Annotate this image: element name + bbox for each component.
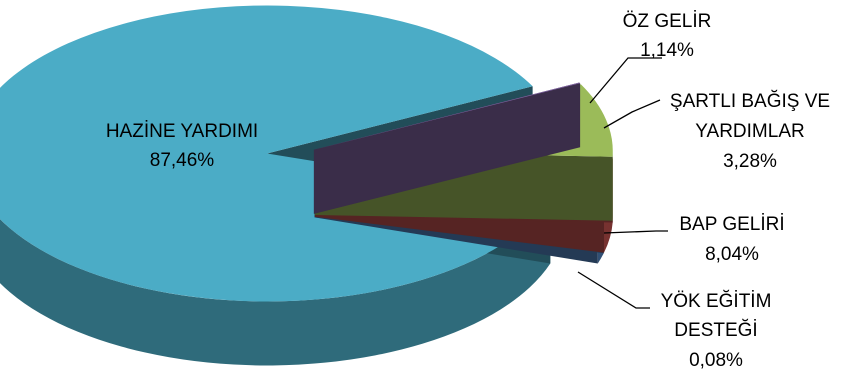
pie-slice-top-4 [313, 82, 581, 150]
label-oz-pct: 1,14% [640, 40, 694, 61]
pie-slice-4 [313, 82, 581, 214]
label-sartli-pct: 3,28% [723, 151, 777, 172]
pie-slice-wall-4-1 [313, 82, 580, 214]
label-sartli-line2: YARDIMLAR [695, 121, 804, 142]
leader-line-sartli [603, 99, 661, 129]
label-hazine-pct: 87,46% [150, 150, 215, 171]
label-yok-line2: DESTEĞİ [674, 319, 757, 341]
label-yok-line1: YÖK EĞİTİM [661, 290, 772, 312]
label-sartli-line1: ŞARTLI BAĞIŞ VE [670, 90, 830, 112]
leader-line-oz-gelir [589, 57, 662, 104]
label-hazine-yardimi: HAZİNE YARDIMI 87,46% [106, 121, 258, 171]
label-bap-geliri: BAP GELİRİ 8,04% [679, 214, 784, 265]
leader-line-yok [577, 271, 650, 309]
pie-slice-side-0 [0, 199, 551, 366]
label-yok-pct: 0,08% [689, 350, 743, 371]
label-oz-name: ÖZ GELİR [623, 11, 712, 32]
leader-line-bap [603, 230, 668, 234]
label-bap-pct: 8,04% [705, 244, 759, 265]
label-sartli-bagis: ŞARTLI BAĞIŞ VE YARDIMLAR 3,28% [670, 90, 830, 172]
label-hazine-name: HAZİNE YARDIMI [106, 121, 258, 142]
pie-slices [0, 5, 613, 366]
label-yok-egitim: YÖK EĞİTİM DESTEĞİ 0,08% [661, 290, 772, 371]
label-bap-name: BAP GELİRİ [679, 214, 784, 235]
label-oz-gelir: ÖZ GELİR 1,14% [623, 11, 712, 61]
